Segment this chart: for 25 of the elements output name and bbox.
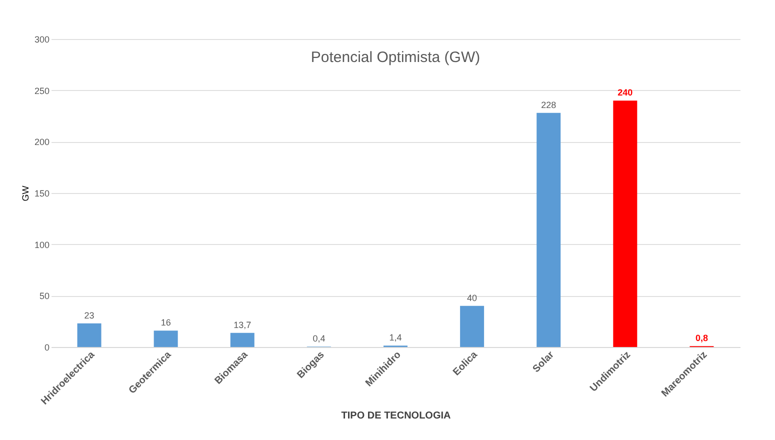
bar — [77, 323, 102, 347]
data-label: 0,8 — [695, 333, 708, 344]
y-tick-label: 100 — [34, 240, 50, 250]
y-tick-label: 0 — [44, 342, 50, 352]
y-tick-label: 200 — [34, 137, 50, 148]
data-label: 1,4 — [389, 332, 402, 343]
y-axis-title: GW — [20, 185, 30, 202]
x-axis-title: TIPO DE TECNOLOGIA — [341, 410, 451, 422]
bar — [536, 112, 561, 347]
data-label: 16 — [160, 318, 171, 328]
bar — [230, 332, 254, 347]
data-label: 13,7 — [234, 320, 252, 330]
text: Potencial Optimista (GW) — [310, 49, 480, 66]
data-label: 40 — [467, 292, 478, 303]
y-tick-label: 50 — [39, 291, 50, 302]
data-label: 0,4 — [312, 334, 326, 344]
data-label: 23 — [84, 310, 94, 320]
bar — [613, 100, 638, 347]
bar — [154, 330, 178, 347]
data-label: 228 — [541, 100, 556, 110]
data-label: 240 — [618, 88, 633, 98]
y-tick-label: 150 — [34, 188, 50, 198]
bar — [460, 306, 484, 347]
y-tick-label: 250 — [34, 86, 50, 96]
y-tick-label: 300 — [34, 34, 50, 44]
